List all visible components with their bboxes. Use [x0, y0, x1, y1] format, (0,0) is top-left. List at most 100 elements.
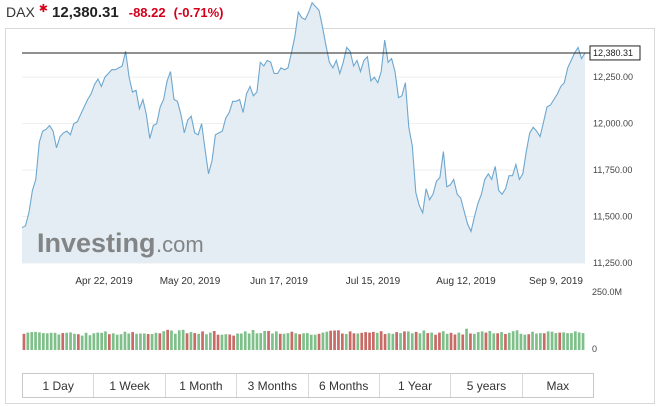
- volume-bar: [375, 332, 379, 350]
- volume-bar: [212, 331, 216, 350]
- tab-3-months[interactable]: 3 Months: [237, 374, 309, 397]
- volume-bar: [550, 331, 554, 350]
- volume-bar: [228, 334, 232, 350]
- volume-bar: [162, 331, 166, 350]
- volume-bar: [496, 333, 499, 350]
- date-tick-label: Sep 9, 2019: [529, 276, 583, 287]
- volume-bar: [515, 330, 519, 350]
- volume-bar: [65, 332, 68, 350]
- volume-bar: [313, 334, 317, 350]
- volume-bar: [84, 332, 88, 350]
- tab-6-months[interactable]: 6 Months: [309, 374, 380, 397]
- tab-1-year[interactable]: 1 Year: [380, 374, 452, 397]
- volume-bar: [57, 334, 61, 350]
- volume-bar: [484, 332, 488, 350]
- volume-bar: [531, 331, 534, 350]
- tab-max[interactable]: Max: [546, 378, 570, 393]
- volume-bar: [430, 332, 433, 350]
- volume-bar: [267, 331, 270, 350]
- tab-1-week[interactable]: 1 Week: [94, 374, 166, 397]
- date-tick-label: Aug 12, 2019: [436, 276, 496, 287]
- volume-bar: [434, 334, 437, 350]
- volume-bar: [395, 332, 398, 350]
- volume-bar: [476, 332, 480, 350]
- volume-bar: [441, 331, 445, 350]
- volume-bar: [197, 333, 200, 350]
- price-change-percent: (-0.71%): [173, 5, 224, 20]
- volume-bar: [131, 332, 134, 350]
- volume-bar: [535, 333, 538, 350]
- volume-bar: [193, 333, 197, 350]
- volume-bar: [34, 331, 37, 350]
- volume-bar: [414, 331, 418, 350]
- volume-bar: [356, 333, 360, 350]
- volume-bar: [469, 333, 472, 350]
- volume-bar: [321, 332, 325, 350]
- tab-5-years[interactable]: 5 years: [451, 374, 523, 397]
- volume-bar: [115, 334, 119, 350]
- price-tick-label: 11,750.00: [593, 165, 632, 175]
- volume-bar: [92, 333, 96, 350]
- volume-bar: [181, 329, 185, 350]
- volume-bar: [271, 333, 274, 350]
- volume-bar: [418, 333, 422, 350]
- watermark-suffix: .com: [156, 232, 204, 257]
- volume-bar: [263, 331, 266, 350]
- volume-bar: [325, 331, 329, 350]
- volume-bar: [61, 333, 65, 350]
- volume-bar: [329, 330, 332, 350]
- volume-bar: [255, 333, 259, 350]
- volume-bar: [170, 330, 173, 350]
- volume-bar: [344, 334, 348, 350]
- volume-bar: [542, 333, 546, 350]
- volume-bar: [22, 333, 26, 350]
- date-tick-label: Apr 22, 2019: [75, 276, 133, 287]
- volume-bar: [337, 330, 340, 350]
- date-tick-label: Jun 17, 2019: [250, 276, 308, 287]
- volume-bar: [111, 333, 115, 350]
- volume-bar: [150, 334, 154, 350]
- volume-bar: [240, 333, 243, 350]
- tab-1-day[interactable]: 1 Day: [23, 374, 95, 397]
- volume-bar: [488, 331, 492, 350]
- volume-bar: [403, 331, 406, 350]
- volume-bar: [348, 331, 352, 350]
- volume-bar: [341, 333, 344, 350]
- volume-bar: [465, 328, 468, 350]
- volume-bar: [100, 332, 103, 350]
- volume-bar: [364, 332, 367, 350]
- volume-bar: [570, 333, 573, 350]
- volume-bar: [88, 335, 92, 350]
- price-tick-label: 12,000.00: [593, 119, 633, 129]
- tab-1-month[interactable]: 1 Month: [166, 374, 238, 397]
- volume-bar: [123, 331, 127, 350]
- volume-bar: [426, 333, 430, 350]
- volume-bar: [566, 333, 569, 350]
- quote-header: DAX ✱ 12,380.31 -88.22 (-0.71%): [6, 3, 231, 26]
- volume-bar: [473, 333, 476, 350]
- volume-bar: [445, 333, 449, 350]
- volume-bar: [399, 333, 402, 350]
- volume-bar: [216, 334, 220, 350]
- volume-bar: [294, 333, 298, 350]
- volume-bar: [507, 332, 511, 350]
- volume-bar: [438, 332, 441, 350]
- volume-bar: [352, 333, 356, 350]
- star-down-icon: ✱: [38, 3, 49, 15]
- volume-bar: [243, 331, 247, 350]
- volume-bar: [119, 334, 123, 350]
- volume-bar: [302, 333, 305, 350]
- volume-bar: [127, 333, 131, 350]
- volume-bar: [224, 334, 228, 350]
- volume-bar: [523, 334, 527, 350]
- volume-bar: [189, 332, 193, 350]
- price-change: -88.22: [128, 5, 166, 20]
- volume-bar: [383, 334, 387, 350]
- volume-bar: [391, 333, 395, 350]
- volume-bar: [546, 331, 550, 350]
- volume-bar: [372, 331, 375, 350]
- volume-bar: [457, 332, 461, 350]
- volume-bar: [309, 334, 313, 350]
- volume-bar: [461, 334, 465, 350]
